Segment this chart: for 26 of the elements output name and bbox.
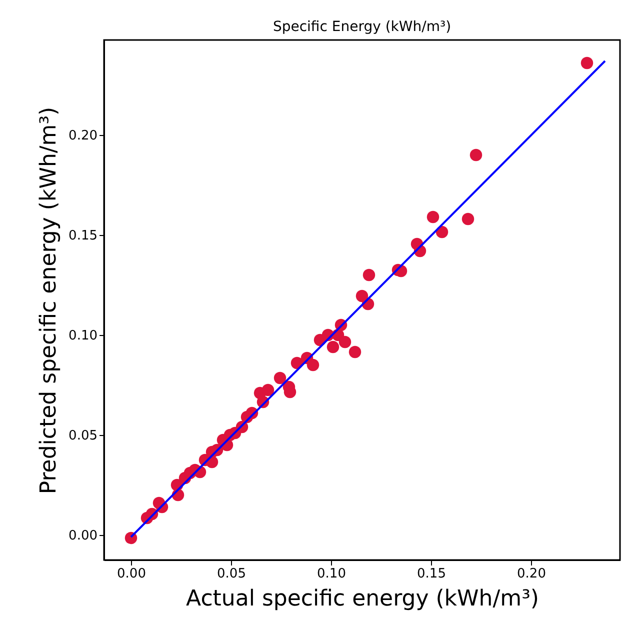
x-tick-label: 0.00 [117, 566, 146, 582]
y-tick-label: 0.05 [68, 428, 98, 444]
x-tick-label: 0.10 [317, 566, 346, 582]
point [580, 56, 594, 70]
y-tick-label: 0.15 [68, 228, 98, 244]
y-tick-label: 0.20 [68, 128, 98, 144]
point [262, 384, 274, 396]
y-tick-label: 0.10 [68, 328, 98, 344]
point [348, 346, 362, 358]
chart-title: Specific Energy (kWh/m³) [272, 19, 452, 35]
x-tick-label: 0.20 [517, 566, 546, 582]
y-axis-title: Predicted specific energy (kWh/m³) [36, 106, 62, 494]
point [462, 212, 474, 226]
x-axis-title: Actual specific energy (kWh/m³) [186, 586, 539, 612]
x-tick-label: 0.15 [417, 566, 446, 582]
x-tick-label: 0.05 [217, 566, 246, 582]
point [306, 358, 320, 372]
point [426, 210, 440, 224]
point [274, 372, 286, 384]
point [326, 340, 340, 354]
point [356, 290, 368, 302]
y-tick-label: 0.00 [68, 528, 98, 544]
point [362, 268, 376, 282]
point [338, 336, 352, 348]
point [470, 148, 482, 162]
point [124, 532, 138, 544]
